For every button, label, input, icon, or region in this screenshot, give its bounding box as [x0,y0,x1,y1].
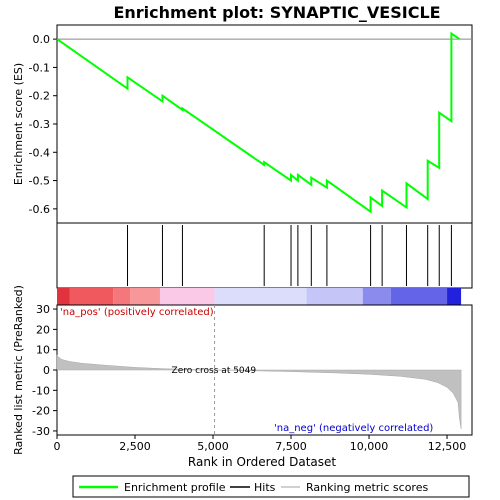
rank-bar-segment [306,288,363,305]
legend-box [72,475,470,498]
x-tick-label: 0 [54,440,61,453]
legend-enrichment-label: Enrichment profile [124,481,226,494]
enrichment-profile-line [56,31,461,214]
metric-y-tick-label: -20 [32,405,50,418]
x-tick-label: 5,000 [197,440,229,453]
es-y-axis-label: Enrichment score (ES) [12,63,25,185]
metric-y-tick-label: 0 [43,364,50,377]
es-y-tick-label: -0.4 [29,146,50,159]
pos-correlated-label: 'na_pos' (positively correlated) [60,307,214,318]
zero-cross-label: Zero cross at 5049 [172,366,257,376]
es-y-axis: 0.0 -0.1 -0.2 -0.3 -0.4 -0.5 -0.6 [29,33,57,216]
legend: Enrichment profile Hits Ranking metric s… [72,475,470,498]
rank-bar-segment [390,288,448,305]
legend-metric-label: Ranking metric scores [306,481,428,494]
x-axis: 0 2,500 5,000 7,500 10,000 12,500 [54,435,467,453]
es-y-tick-label: -0.1 [29,61,50,74]
es-plot-frame [56,24,473,224]
neg-correlated-label: 'na_neg' (negatively correlated) [274,423,433,434]
x-tick-label: 10,000 [350,440,389,453]
rank-bar-segment [362,288,391,305]
es-panel: 0.0 -0.1 -0.2 -0.3 -0.4 -0.5 -0.6 Enrichment s… [12,24,473,224]
hits-panel [56,222,473,289]
rank-bar-segment [130,288,160,305]
es-y-tick-label: -0.3 [29,118,50,131]
rank-bar-segment [159,288,215,305]
es-y-tick-label: -0.6 [29,203,50,216]
es-y-tick-label: -0.5 [29,175,50,188]
rank-bar-segment [447,288,462,305]
rank-bar-segment [69,288,114,305]
metric-y-tick-label: 20 [36,323,50,336]
ranking-metric-panel: Zero cross at 5049 'na_pos' (positively … [12,285,473,469]
x-tick-label: 2,500 [119,440,151,453]
metric-y-axis-label: Ranked list metric (PreRanked) [12,285,25,455]
metric-y-tick-label: 30 [36,303,50,316]
rank-color-bar [57,288,462,305]
legend-hits-label: Hits [254,481,276,494]
rank-bar-segment [57,288,70,305]
x-axis-label: Rank in Ordered Dataset [188,455,336,469]
metric-y-tick-label: -30 [32,425,50,438]
es-y-tick-label: 0.0 [33,33,51,46]
rank-bar-segment [214,288,307,305]
metric-y-tick-label: 10 [36,344,50,357]
metric-y-axis: 30 20 10 0 -10 -20 -30 [32,303,57,438]
es-y-tick-label: -0.2 [29,90,50,103]
x-tick-label: 7,500 [275,440,307,453]
hit-markers [127,225,452,286]
metric-y-tick-label: -10 [32,384,50,397]
ranking-metric-area [56,353,462,429]
rank-bar-segment [113,288,131,305]
x-tick-label: 12,500 [428,440,467,453]
chart-title: Enrichment plot: SYNAPTIC_VESICLE [113,3,440,22]
